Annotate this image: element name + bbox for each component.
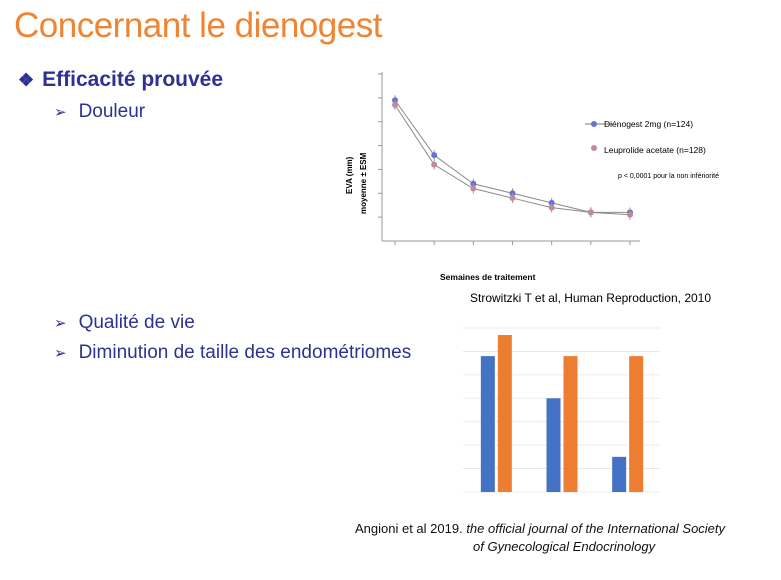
legend-label-leuprolide: Leuprolide acetate (n=128) xyxy=(604,145,706,155)
citation-angioni-journal-a: the official journal of the Internationa… xyxy=(466,521,726,536)
slide-title: Concernant le dienogest xyxy=(14,6,382,45)
data-point xyxy=(392,102,398,109)
sub-item-label: Qualité de vie xyxy=(78,312,195,333)
data-point xyxy=(587,209,594,216)
bar-series0-cat1 xyxy=(546,398,561,492)
legend: Diénogest 2mg (n=124) Leuprolide acetate… xyxy=(585,119,719,180)
bar-series1-cat0 xyxy=(497,335,512,492)
legend-label-dienogest: Diénogest 2mg (n=124) xyxy=(604,119,693,129)
arrow-bullet-icon: ➢ xyxy=(54,104,67,121)
data-point xyxy=(627,211,633,218)
p-value-annotation: p < 0,0001 pour la non infériorité xyxy=(618,173,719,180)
y-axis-label-line2: moyenne ± ESM xyxy=(359,152,368,214)
sub-item-label: Douleur xyxy=(78,101,146,122)
arrow-bullet-icon: ➢ xyxy=(54,315,67,332)
bar-series1-cat2 xyxy=(629,356,644,492)
endometrioma-size-bar-chart xyxy=(455,308,667,498)
citation-angioni-journal-b: of Gynecological Endocrinology xyxy=(473,539,656,554)
main-bullet-label: Efficacité prouvée xyxy=(42,68,224,91)
bar-series0-cat0 xyxy=(480,356,495,492)
data-point xyxy=(548,204,555,211)
citation-angioni: Angioni et al 2019. the official journal… xyxy=(355,521,725,536)
x-axis-label: Semaines de traitement xyxy=(440,272,536,282)
main-bullet: ❖ Efficacité prouvée xyxy=(18,68,223,92)
sub-item-endometriomes: ➢ Diminution de taille des endométriomes xyxy=(54,342,411,364)
sub-item-douleur: ➢ Douleur xyxy=(54,101,145,123)
data-point xyxy=(431,161,438,168)
data-point xyxy=(509,195,516,202)
bar-series0-cat2 xyxy=(612,456,627,492)
arrow-bullet-icon: ➢ xyxy=(54,345,67,362)
data-point xyxy=(470,185,477,192)
bar-series1-cat1 xyxy=(563,356,578,492)
citation-angioni-prefix: Angioni et al 2019. xyxy=(355,521,467,536)
pain-score-line-chart: EVA (mm) moyenne ± ESM Semaines de trait… xyxy=(345,72,719,282)
sub-item-label: Diminution de taille des endométriomes xyxy=(78,342,412,363)
citation-strowitzki: Strowitzki T et al, Human Reproduction, … xyxy=(470,291,712,305)
diamond-bullet-icon: ❖ xyxy=(18,69,35,90)
y-axis-label-line1: EVA (mm) xyxy=(345,156,354,194)
legend-marker-leuprolide xyxy=(591,145,597,151)
data-point xyxy=(431,152,438,159)
sub-item-qualite: ➢ Qualité de vie xyxy=(54,312,195,334)
legend-marker-dienogest xyxy=(591,121,597,127)
